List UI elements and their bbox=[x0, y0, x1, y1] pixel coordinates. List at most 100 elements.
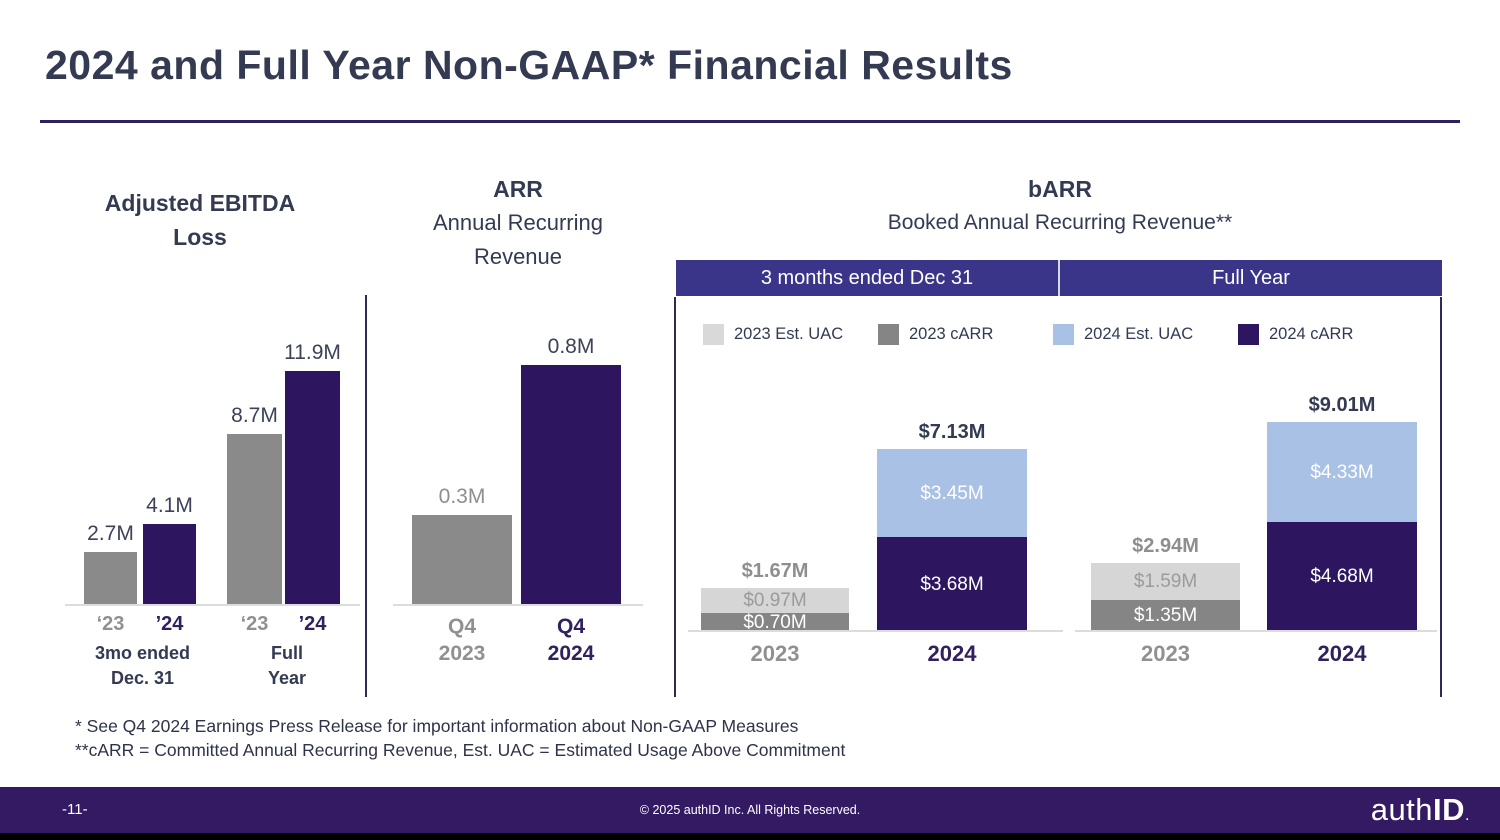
ebitda-bar-2024-fullyear: 11.9M bbox=[284, 341, 341, 605]
footnote-1: * See Q4 2024 Earnings Press Release for… bbox=[75, 716, 799, 736]
ebitda-bar-2023-fullyear: 8.7M bbox=[227, 404, 282, 605]
arr-subtitle-line2: Revenue bbox=[473, 244, 563, 269]
ebitda-title-line1: Adjusted EBITDA bbox=[104, 190, 296, 216]
legend-swatch-gray bbox=[878, 324, 899, 345]
ebitda-axis-line bbox=[65, 604, 360, 606]
ebitda-tick-24b: ’24 bbox=[298, 613, 327, 635]
legend-item-2023-est-uac: 2023 Est. UAC bbox=[703, 324, 843, 345]
segment-est-uac: $3.45M bbox=[877, 449, 1027, 537]
ebitda-tick-24a: ’24 bbox=[155, 613, 184, 635]
barr-title: bARR bbox=[1028, 176, 1092, 202]
segment-carr: $4.68M bbox=[1267, 522, 1417, 631]
segment-label: $1.35M bbox=[1133, 605, 1198, 626]
arr-subtitle-line1: Annual Recurring bbox=[433, 210, 603, 235]
ebitda-group-label-fullyear: Full Year bbox=[237, 641, 337, 691]
barr-3mo-category-2024: 2024 bbox=[927, 641, 977, 666]
bar-total-label: $9.01M bbox=[1308, 394, 1376, 416]
legend-label: 2023 cARR bbox=[909, 325, 994, 343]
segment-label: $0.97M bbox=[743, 590, 807, 611]
barr-right-border bbox=[1440, 297, 1442, 697]
legend-label: 2024 cARR bbox=[1269, 325, 1354, 343]
barr-fullyear-axis-line bbox=[1075, 630, 1437, 632]
ebitda-bar-2023-3mo: 2.7M bbox=[84, 522, 137, 605]
ebitda-tick-23b: ‘23 bbox=[240, 613, 269, 635]
arr-tick-q4-2023: Q4 2023 bbox=[412, 613, 512, 667]
barr-fullyear-bar-2023: $2.94M $1.59M $1.35M bbox=[1091, 535, 1240, 631]
ebitda-group-label-3mo: 3mo ended Dec. 31 bbox=[60, 641, 225, 691]
barr-3mo-bar-2023: $1.67M $0.97M $0.70M bbox=[701, 560, 849, 632]
column-header-3mo: 3 months ended Dec 31 bbox=[760, 266, 974, 289]
bar-value-label: 0.3M bbox=[438, 485, 486, 508]
column-header-divider bbox=[1058, 260, 1060, 296]
barr-fullyear-category-2024: 2024 bbox=[1317, 641, 1367, 666]
segment-est-uac: $4.33M bbox=[1267, 422, 1417, 522]
barr-3mo-category-2023: 2023 bbox=[750, 641, 800, 666]
arr-title: ARR bbox=[493, 176, 543, 202]
logo-id-text: ID bbox=[1433, 792, 1466, 827]
logo-auth-text: auth bbox=[1370, 792, 1434, 827]
bar-total-label: $7.13M bbox=[918, 421, 986, 443]
segment-carr: $0.70M bbox=[701, 613, 849, 632]
bar-rect bbox=[143, 524, 196, 605]
segment-label: $4.68M bbox=[1310, 566, 1374, 587]
bar-rect bbox=[84, 552, 137, 605]
bar-value-label: 0.8M bbox=[547, 335, 595, 358]
barr-fullyear-bar-2024: $9.01M $4.33M $4.68M bbox=[1267, 394, 1417, 631]
group-label-line: Full bbox=[271, 643, 303, 663]
barr-column-header-band: 3 months ended Dec 31 Full Year bbox=[676, 260, 1442, 296]
barr-chart-title: bARR Booked Annual Recurring Revenue** bbox=[800, 172, 1320, 240]
barr-left-border bbox=[674, 297, 676, 697]
ebitda-plot-area: 2.7M 4.1M 8.7M 11.9M bbox=[75, 330, 355, 605]
tick-line: Q4 bbox=[447, 615, 476, 638]
barr-fullyear-plot-area: $2.94M $1.59M $1.35M $9.01M $4.33M $4.68… bbox=[1078, 390, 1448, 631]
barr-3mo-plot-area: $1.67M $0.97M $0.70M $7.13M $3.45M $3.68… bbox=[688, 400, 1063, 632]
copyright-text: © 2025 authID Inc. All Rights Reserved. bbox=[639, 803, 861, 817]
legend-swatch-light-blue bbox=[1053, 324, 1074, 345]
column-header-fullyear: Full Year bbox=[1212, 266, 1290, 289]
segment-est-uac: $1.59M bbox=[1091, 563, 1240, 600]
arr-axis-line bbox=[393, 604, 643, 606]
footnote-2: **cARR = Committed Annual Recurring Reve… bbox=[75, 740, 846, 760]
ebitda-title-line2: Loss bbox=[173, 224, 227, 250]
ebitda-bar-2024-3mo: 4.1M bbox=[143, 494, 196, 605]
bar-value-label: 11.9M bbox=[284, 341, 341, 364]
logo-dot: . bbox=[1465, 807, 1470, 824]
authid-logo: authID. bbox=[1371, 792, 1470, 828]
bar-total-label: $1.67M bbox=[741, 560, 809, 582]
arr-chart-title: ARR Annual Recurring Revenue bbox=[393, 172, 643, 274]
tick-line: 2024 bbox=[547, 642, 595, 665]
group-label-line: Year bbox=[267, 668, 307, 688]
section-divider-1 bbox=[365, 295, 367, 697]
bar-value-label: 2.7M bbox=[87, 522, 134, 545]
segment-label: $3.68M bbox=[920, 573, 984, 595]
bar-rect bbox=[285, 371, 340, 605]
legend-label: 2024 Est. UAC bbox=[1084, 325, 1194, 343]
bar-rect bbox=[227, 434, 282, 605]
bar-value-label: 4.1M bbox=[146, 494, 193, 517]
bottom-black-strip bbox=[0, 833, 1500, 840]
tick-line: 2023 bbox=[438, 642, 486, 665]
segment-label: $4.33M bbox=[1310, 461, 1374, 483]
barr-3mo-axis-line bbox=[688, 630, 1063, 632]
title-underline bbox=[40, 120, 1460, 123]
bar-rect bbox=[521, 365, 621, 605]
bar-value-label: 8.7M bbox=[231, 404, 278, 427]
arr-plot-area: 0.3M 0.8M bbox=[400, 318, 635, 605]
tick-line: Q4 bbox=[556, 615, 585, 638]
segment-label: $3.45M bbox=[920, 482, 984, 504]
footer-bar: -11- © 2025 authID Inc. All Rights Reser… bbox=[0, 787, 1500, 833]
barr-subtitle: Booked Annual Recurring Revenue** bbox=[887, 211, 1233, 234]
group-label-line: 3mo ended bbox=[94, 643, 191, 663]
arr-bar-q4-2024: 0.8M bbox=[521, 335, 621, 605]
legend-item-2023-carr: 2023 cARR bbox=[878, 324, 993, 345]
segment-carr: $3.68M bbox=[877, 537, 1027, 631]
arr-bar-q4-2023: 0.3M bbox=[412, 485, 512, 605]
segment-est-uac: $0.97M bbox=[701, 588, 849, 613]
segment-label: $1.59M bbox=[1133, 571, 1198, 592]
bar-rect bbox=[412, 515, 512, 605]
segment-carr: $1.35M bbox=[1091, 600, 1240, 631]
barr-3mo-bar-2024: $7.13M $3.45M $3.68M bbox=[877, 421, 1027, 631]
legend-item-2024-est-uac: 2024 Est. UAC bbox=[1053, 324, 1193, 345]
legend-item-2024-carr: 2024 cARR bbox=[1238, 324, 1353, 345]
